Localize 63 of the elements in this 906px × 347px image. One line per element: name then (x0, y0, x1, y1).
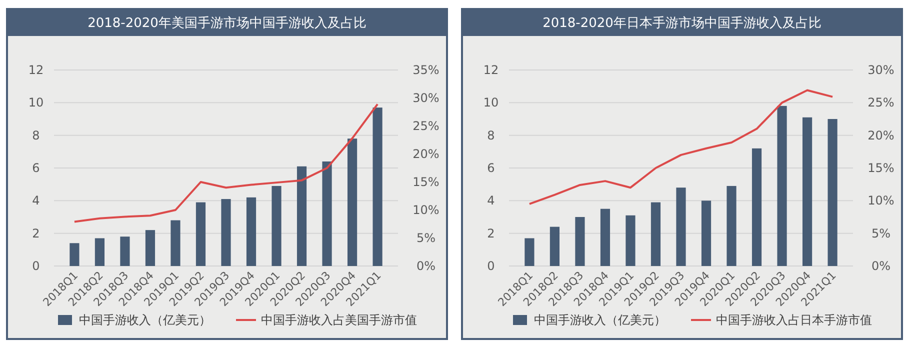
y-tick-label: 6 (32, 161, 40, 175)
y-tick-label: 4 (32, 194, 40, 208)
bar (94, 238, 105, 266)
y2-tick-label: 25% (868, 96, 894, 110)
y2-tick-label: 0% (416, 259, 436, 273)
bar (322, 161, 332, 266)
bar (626, 215, 636, 266)
bar (802, 117, 812, 266)
legend-label: 中国手游收入（亿美元） (534, 313, 666, 327)
y2-tick-label: 10% (868, 194, 894, 208)
y-tick-label: 8 (487, 128, 495, 142)
y2-tick-label: 15% (868, 161, 894, 175)
bar (246, 197, 256, 266)
line-series (528, 89, 834, 205)
y-tick-label: 0 (487, 259, 495, 273)
y-tick-label: 2 (32, 226, 40, 240)
y2-tick-label: 20% (868, 128, 894, 142)
y2-tick-label: 5% (871, 226, 891, 240)
chart-title: 2018-2020年美国手游市场中国手游收入及占比 (88, 15, 366, 31)
bar (170, 220, 180, 266)
y2-tick-label: 30% (412, 91, 440, 105)
bar (372, 108, 382, 266)
y2-tick-label: 30% (868, 63, 894, 77)
y-tick-label: 12 (483, 63, 499, 77)
bar (575, 217, 585, 266)
y2-tick-label: 10% (412, 203, 440, 217)
y2-tick-label: 25% (412, 119, 440, 133)
y-tick-label: 10 (483, 96, 499, 110)
y2-tick-label: 5% (416, 231, 436, 245)
y-tick-label: 6 (487, 161, 495, 175)
y-tick-label: 10 (28, 96, 44, 110)
legend-label: 中国手游收入（亿美元） (79, 313, 211, 327)
y2-tick-label: 20% (412, 147, 440, 161)
bar (296, 166, 307, 266)
bar (600, 208, 610, 266)
bar (145, 230, 156, 266)
y-tick-label: 0 (32, 259, 40, 273)
bar (221, 199, 231, 266)
bar (726, 186, 736, 266)
y2-tick-label: 15% (412, 175, 440, 189)
bar (524, 238, 534, 266)
bar (272, 186, 282, 266)
bar (347, 138, 358, 266)
bar (828, 119, 838, 266)
bar (777, 106, 787, 266)
bar (196, 202, 206, 266)
legend-label: 中国手游收入占美国手游市值 (261, 313, 417, 327)
bar (70, 243, 80, 266)
y-tick-label: 4 (487, 194, 495, 208)
y-tick-label: 12 (28, 63, 44, 77)
bar (752, 148, 762, 266)
legend-label: 中国手游收入占日本手游市值 (716, 313, 872, 327)
y2-tick-label: 0% (871, 259, 891, 273)
y-tick-label: 8 (32, 128, 40, 142)
bar (120, 236, 130, 266)
line-series (73, 103, 379, 223)
bar (676, 188, 686, 266)
y-tick-label: 2 (487, 226, 495, 240)
chart-title: 2018-2020年日本手游市场中国手游收入及占比 (542, 16, 822, 31)
bar (550, 226, 560, 266)
bar (701, 200, 712, 266)
bar (650, 202, 661, 266)
y2-tick-label: 35% (412, 63, 440, 77)
